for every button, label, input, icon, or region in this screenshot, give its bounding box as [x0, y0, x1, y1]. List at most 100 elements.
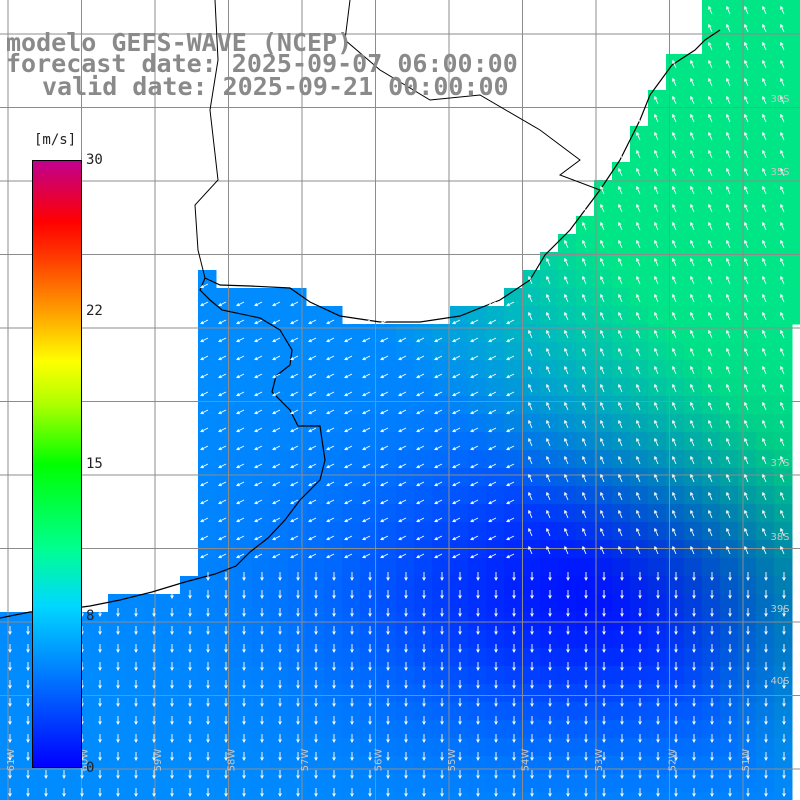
wind-arrow: [564, 527, 569, 537]
wind-arrow: [152, 626, 156, 635]
wind-arrow: [530, 572, 534, 581]
wind-arrow: [404, 608, 408, 617]
wind-arrow: [188, 590, 192, 599]
wind-arrow: [272, 463, 281, 469]
wind-arrow: [744, 239, 749, 249]
wind-arrow: [296, 698, 300, 707]
wind-arrow: [440, 662, 444, 671]
wind-arrow: [80, 770, 84, 779]
wind-arrow: [188, 680, 192, 689]
wind-arrow: [326, 337, 335, 343]
wind-arrow: [582, 437, 587, 447]
wind-arrow: [566, 572, 570, 581]
wind-arrow: [672, 311, 677, 321]
wind-arrow: [762, 509, 767, 519]
wind-arrow: [296, 734, 300, 743]
wind-arrow: [746, 662, 750, 671]
wind-arrow: [656, 752, 660, 761]
wind-arrow: [710, 572, 714, 581]
wind-arrow: [546, 419, 551, 429]
wind-arrow: [674, 590, 678, 599]
wind-arrow: [350, 788, 354, 797]
wind-arrow: [726, 185, 731, 195]
wind-arrow: [314, 770, 318, 779]
wind-arrow: [152, 644, 156, 653]
wind-arrow: [744, 149, 749, 159]
wind-arrow: [170, 770, 174, 779]
wind-arrow: [746, 788, 750, 797]
wind-arrow: [600, 329, 605, 339]
wind-arrow: [566, 698, 570, 707]
wind-arrow: [416, 499, 425, 505]
wind-arrow: [134, 644, 138, 653]
wind-arrow: [260, 770, 264, 779]
wind-arrow: [416, 481, 425, 487]
wind-arrow: [746, 608, 750, 617]
wind-arrow: [548, 716, 552, 725]
wind-arrow: [272, 391, 281, 397]
wind-arrow: [458, 734, 462, 743]
wind-arrow: [290, 391, 299, 397]
wind-arrow: [404, 770, 408, 779]
wind-arrow: [434, 373, 443, 379]
wind-arrow: [708, 95, 713, 105]
wind-arrow: [8, 788, 12, 797]
wind-arrow: [764, 662, 768, 671]
lat-label: 37S: [770, 458, 789, 469]
wind-arrow: [236, 409, 245, 415]
wind-arrow: [762, 239, 767, 249]
wind-arrow: [564, 419, 569, 429]
wind-arrow: [582, 257, 587, 267]
wind-arrow: [98, 626, 102, 635]
wind-arrow: [434, 319, 443, 325]
wind-arrow: [368, 572, 372, 581]
wind-arrow: [362, 319, 371, 325]
wind-arrow: [398, 481, 407, 487]
wind-arrow: [674, 626, 678, 635]
wind-arrow: [638, 788, 642, 797]
wind-arrow: [710, 716, 714, 725]
wind-arrow: [314, 734, 318, 743]
wind-arrow: [762, 113, 767, 123]
wind-arrow: [458, 644, 462, 653]
wind-arrow: [548, 644, 552, 653]
wind-arrow: [98, 680, 102, 689]
wind-arrow: [654, 257, 659, 267]
wind-arrow: [98, 662, 102, 671]
wind-arrow: [762, 221, 767, 231]
wind-arrow: [98, 644, 102, 653]
wind-arrow: [344, 355, 353, 361]
wind-arrow: [152, 608, 156, 617]
wind-arrow: [8, 680, 12, 689]
wind-arrow: [452, 499, 461, 505]
wind-arrow: [602, 590, 606, 599]
wind-arrow: [692, 680, 696, 689]
wind-arrow: [692, 788, 696, 797]
wind-arrow: [290, 355, 299, 361]
wind-arrow: [332, 734, 336, 743]
wind-arrow: [690, 401, 695, 411]
wind-arrow: [188, 788, 192, 797]
wind-arrow: [476, 716, 480, 725]
wind-arrow: [326, 499, 335, 505]
wind-arrow: [546, 527, 551, 537]
wind-arrow: [344, 337, 353, 343]
wind-arrow: [726, 545, 731, 555]
wind-arrow: [746, 770, 750, 779]
wind-arrow: [728, 734, 732, 743]
wind-arrow: [726, 329, 731, 339]
wind-arrow: [618, 473, 623, 483]
wind-arrow: [620, 752, 624, 761]
wind-arrow: [746, 680, 750, 689]
wind-arrow: [368, 716, 372, 725]
wind-arrow: [708, 59, 713, 69]
wind-arrow: [674, 662, 678, 671]
wind-arrow: [260, 788, 264, 797]
wind-arrow: [134, 698, 138, 707]
wind-arrow: [566, 608, 570, 617]
wind-arrow: [8, 626, 12, 635]
wind-arrow: [236, 427, 245, 433]
wind-arrow: [566, 644, 570, 653]
wind-arrow: [476, 734, 480, 743]
wind-arrow: [656, 770, 660, 779]
